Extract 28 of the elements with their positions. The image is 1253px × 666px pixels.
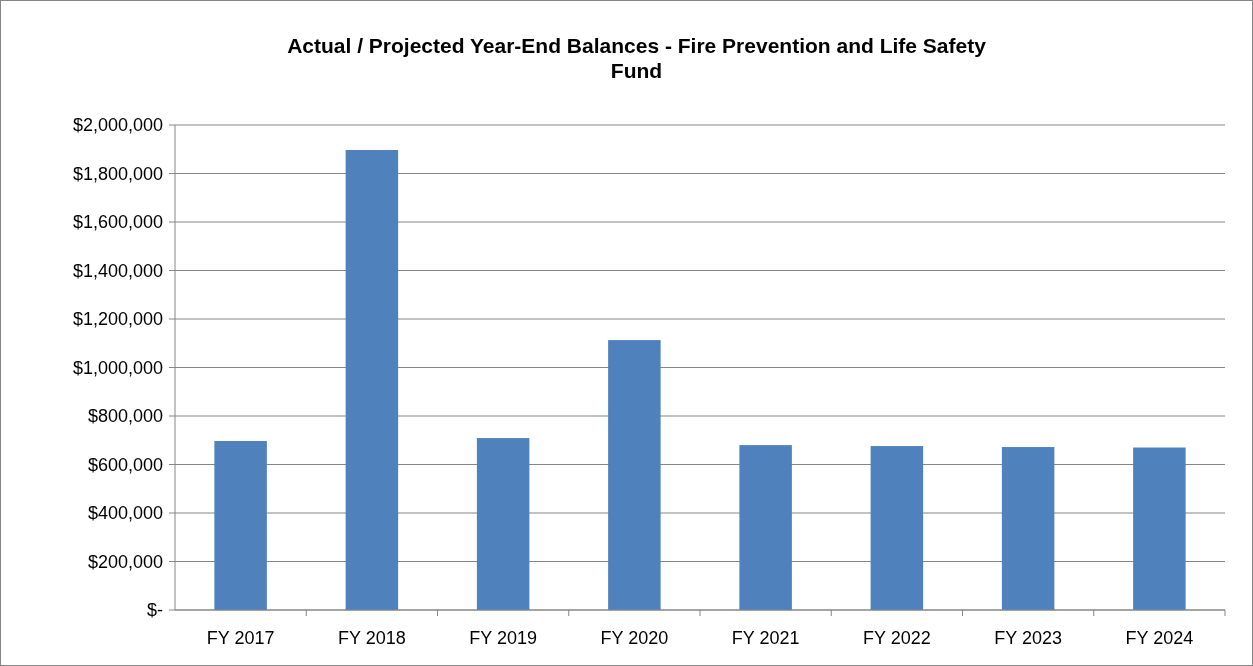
y-tick-label: $1,000,000: [72, 357, 163, 378]
bar: [1001, 447, 1055, 610]
bar: [214, 440, 267, 610]
x-tick-label: FY 2018: [338, 628, 406, 648]
x-tick-label: FY 2019: [469, 628, 537, 648]
y-tick-label: $2,000,000: [72, 115, 163, 136]
y-tick-label: $1,200,000: [72, 309, 163, 330]
bar: [345, 149, 399, 610]
bar: [608, 340, 661, 610]
x-tick-label: FY 2022: [863, 628, 931, 648]
y-tick-label: $1,400,000: [72, 260, 163, 281]
x-tick-label: FY 2021: [731, 628, 800, 648]
y-tick-label: $1,600,000: [72, 212, 163, 233]
x-tick-label: FY 2017: [206, 628, 275, 648]
y-tick-label: $400,000: [87, 503, 163, 524]
bar: [739, 445, 792, 610]
x-tick-label: FY 2020: [600, 628, 669, 648]
bar: [870, 446, 924, 610]
y-tick-label: $600,000: [87, 454, 163, 475]
y-tick-label: $800,000: [87, 406, 163, 427]
x-tick-label: FY 2024: [1125, 628, 1194, 648]
y-tick-label: $200,000: [87, 551, 163, 572]
bar: [476, 438, 530, 610]
bar: [1133, 447, 1186, 610]
chart-title: Actual / Projected Year-End Balances - Fire Prevention and Life Safety Fund: [287, 34, 987, 82]
x-tick-label: FY 2023: [994, 628, 1062, 648]
y-tick-label: $1,800,000: [72, 163, 163, 184]
y-tick-label: $-: [146, 600, 163, 621]
